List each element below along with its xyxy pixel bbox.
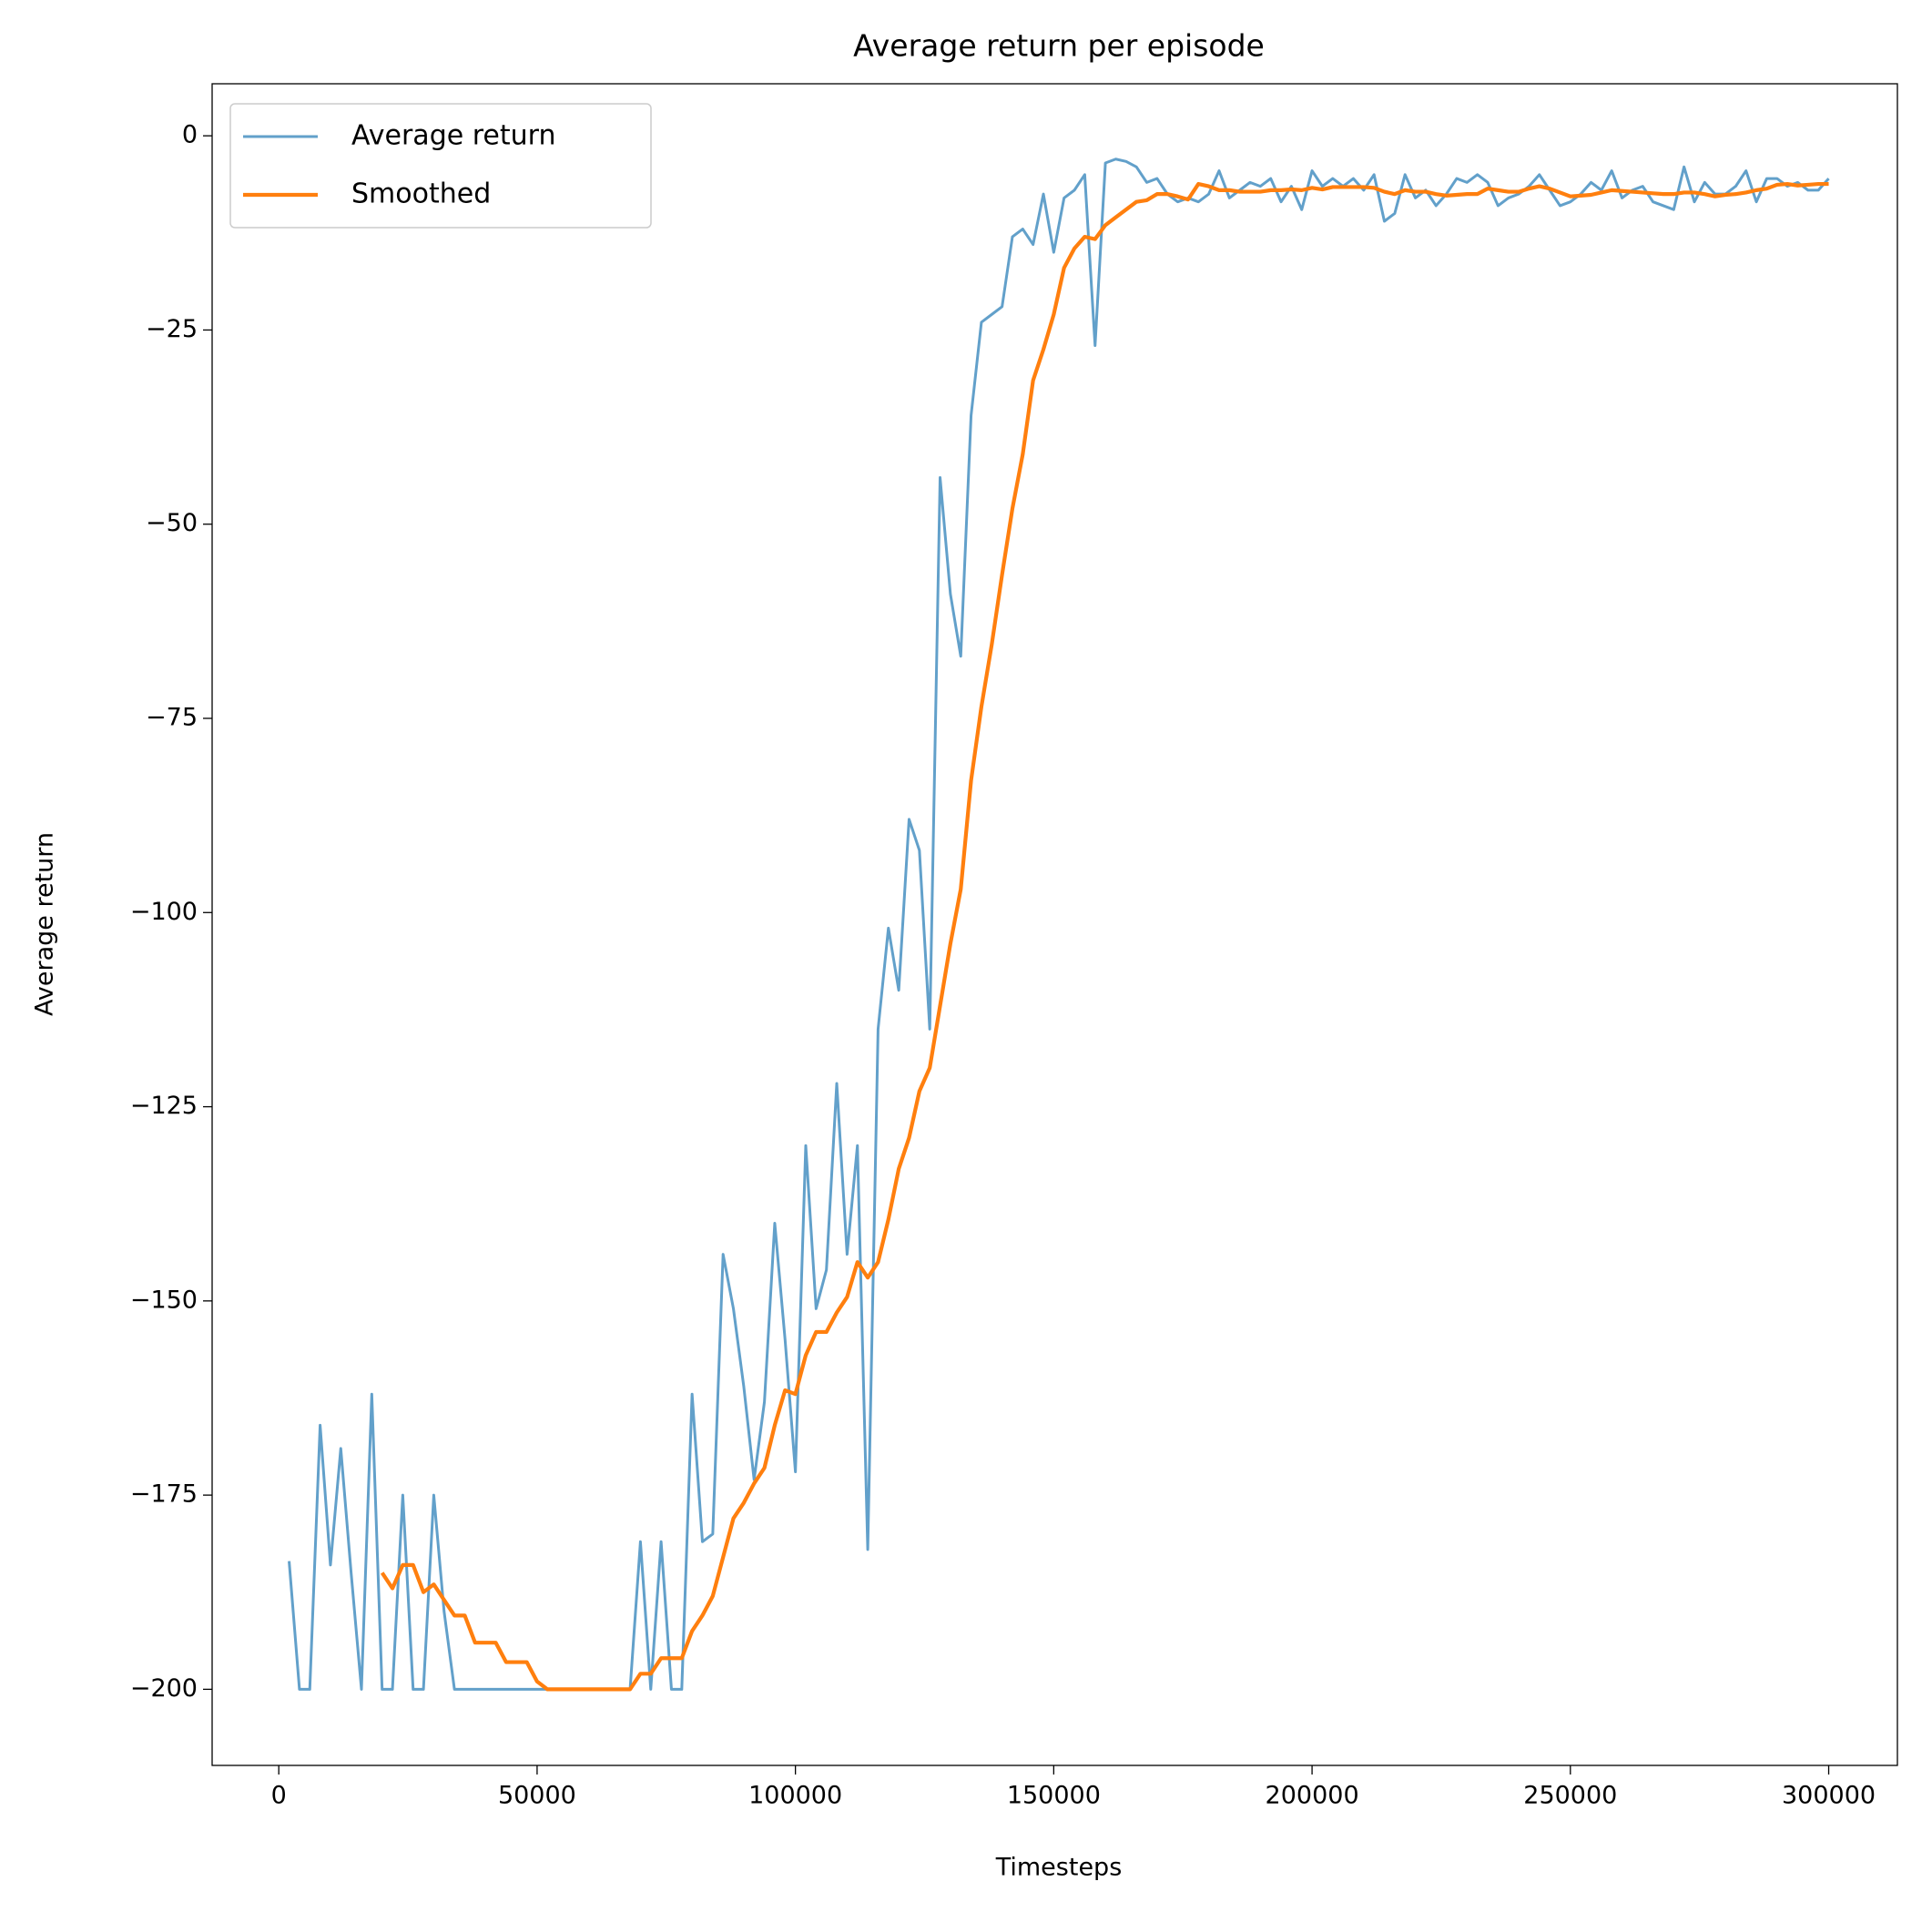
x-axis-label: Timesteps bbox=[995, 1854, 1123, 1882]
x-tick-label: 100000 bbox=[748, 1782, 842, 1810]
y-axis-label: Average return bbox=[31, 832, 59, 1016]
y-tick-label: −100 bbox=[130, 898, 198, 926]
plot-frame bbox=[211, 83, 1898, 1766]
legend-label: Average return bbox=[351, 120, 555, 152]
y-tick-label: −175 bbox=[130, 1480, 198, 1509]
y-tick-label: −150 bbox=[130, 1286, 198, 1314]
chart-title: Average return per episode bbox=[853, 28, 1265, 64]
x-tick-label: 250000 bbox=[1523, 1782, 1617, 1810]
y-tick-label: −25 bbox=[146, 315, 198, 343]
x-tick-label: 150000 bbox=[1007, 1782, 1101, 1810]
y-tick-label: −125 bbox=[130, 1092, 198, 1120]
y-tick-label: −200 bbox=[130, 1674, 198, 1703]
y-tick-label: −75 bbox=[146, 703, 198, 731]
y-tick-label: −50 bbox=[146, 509, 198, 537]
legend-box bbox=[229, 103, 652, 229]
legend-label: Smoothed bbox=[351, 178, 491, 210]
data-line bbox=[380, 181, 1829, 1692]
y-tick-label: 0 bbox=[182, 121, 198, 149]
x-tick-label: 50000 bbox=[498, 1782, 576, 1810]
x-tick-label: 0 bbox=[271, 1782, 287, 1810]
x-tick-label: 200000 bbox=[1266, 1782, 1359, 1810]
x-tick-label: 300000 bbox=[1782, 1782, 1876, 1810]
